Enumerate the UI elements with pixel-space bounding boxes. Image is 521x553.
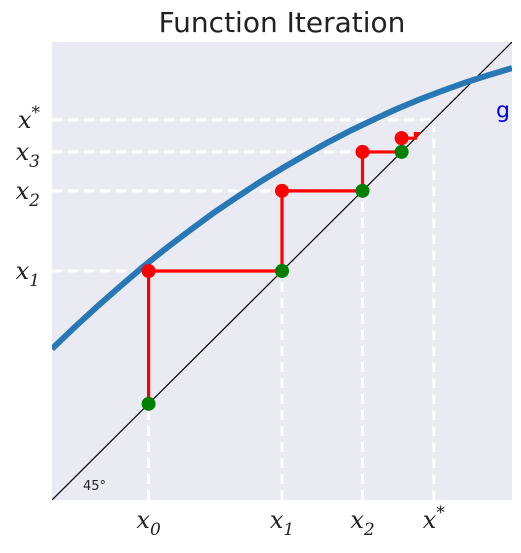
diagonal-point-1 bbox=[275, 264, 289, 278]
diagonal-point-3 bbox=[394, 144, 409, 159]
curve-label-g: g bbox=[496, 99, 510, 124]
x-tick-label-0: x0 bbox=[136, 506, 161, 540]
diagonal-point-2 bbox=[355, 183, 370, 198]
x-tick-label-1: x1 bbox=[270, 506, 294, 540]
curve-point-2 bbox=[355, 144, 370, 159]
y-tick-label-2: x3 bbox=[16, 138, 40, 172]
y-tick-label-3: x* bbox=[18, 103, 41, 134]
y-tick-label-1: x2 bbox=[16, 177, 40, 211]
function-g-curve bbox=[52, 65, 512, 352]
curve-point-0 bbox=[141, 264, 156, 278]
diagonal-point-0 bbox=[141, 396, 156, 411]
x-tick-label-2: x2 bbox=[350, 506, 374, 540]
diagonal-label: 45° bbox=[83, 479, 106, 494]
chart-title: Function Iteration bbox=[159, 6, 406, 39]
curve-point-1 bbox=[275, 183, 289, 198]
x-tick-label-3: x* bbox=[423, 503, 446, 534]
curve-point-3 bbox=[394, 131, 409, 146]
y-tick-label-0: x1 bbox=[16, 257, 40, 291]
